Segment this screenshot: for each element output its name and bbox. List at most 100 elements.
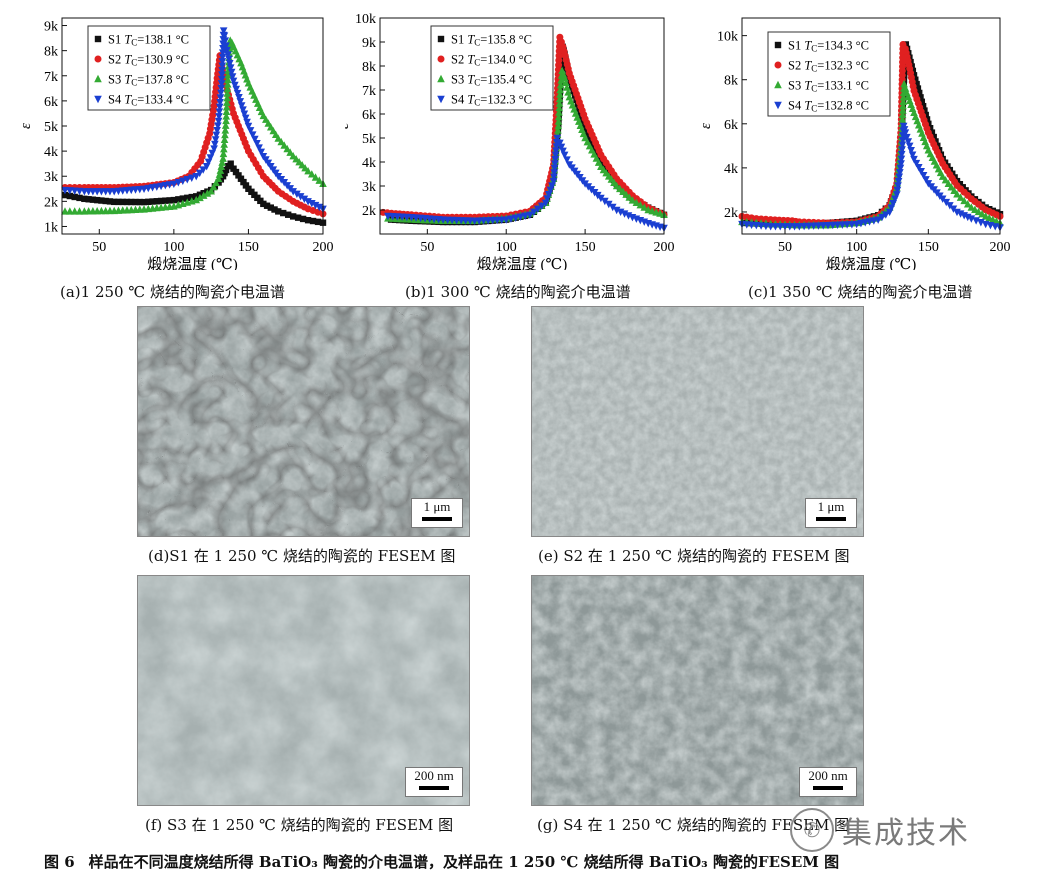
data-point <box>551 160 559 168</box>
data-point <box>215 103 224 112</box>
data-point <box>214 117 223 126</box>
data-point <box>916 89 923 97</box>
series-s4 <box>61 27 327 214</box>
sem-texture-s1 <box>138 307 469 536</box>
data-point <box>585 130 592 138</box>
data-point <box>289 213 297 220</box>
data-point <box>187 174 196 182</box>
data-point <box>89 196 97 203</box>
data-point <box>776 223 785 231</box>
data-point <box>771 223 780 231</box>
data-point <box>309 217 317 225</box>
data-point <box>785 223 794 231</box>
data-point <box>592 146 599 154</box>
scale-bar-g: 200 nm <box>799 767 857 797</box>
data-point <box>251 135 259 144</box>
scale-bar-label: 200 nm <box>414 768 454 783</box>
y-tick-label: 5k <box>362 132 376 147</box>
data-point <box>218 158 226 166</box>
x-tick-label: 100 <box>496 240 517 255</box>
data-point <box>819 222 828 230</box>
data-point <box>895 173 904 181</box>
data-point <box>226 64 235 72</box>
y-tick-label: 3k <box>362 180 376 195</box>
data-point <box>153 198 161 205</box>
data-point <box>561 78 570 86</box>
data-point <box>632 198 641 206</box>
data-point <box>140 198 148 206</box>
legend-entry: S3 TC=137.8 °C <box>108 73 189 88</box>
y-axis-label: ε <box>698 123 714 129</box>
data-point <box>893 191 901 199</box>
legend: S1 TC=134.3 °C S2 TC=132.3 °C S3 TC=133.1 … <box>767 31 891 117</box>
data-point <box>175 196 182 203</box>
data-point <box>597 194 605 203</box>
y-tick-label: 6k <box>724 118 738 133</box>
data-point <box>199 191 208 199</box>
plot-frame <box>379 17 665 235</box>
data-point <box>874 216 882 224</box>
data-point <box>908 151 917 159</box>
caption-d: (d)S1 在 1 250 ℃ 烧结的陶瓷的 FESEM 图 <box>148 547 456 565</box>
data-point <box>239 106 247 114</box>
data-point <box>271 206 278 213</box>
data-point <box>556 85 564 94</box>
data-point <box>899 97 908 105</box>
caption-b: (b)1 300 ℃ 烧结的陶瓷介电温谱 <box>405 283 631 301</box>
data-point <box>300 195 309 204</box>
data-point <box>766 223 775 231</box>
watermark-text: 集成技术 <box>842 816 970 851</box>
data-point <box>930 133 937 141</box>
data-point <box>207 187 215 195</box>
sem-image-s3: 200 nm <box>137 575 470 806</box>
sem-texture-s3 <box>138 576 469 805</box>
data-point <box>244 122 253 131</box>
data-point <box>232 85 241 94</box>
data-point <box>583 126 591 134</box>
data-point <box>219 27 228 35</box>
y-tick-label: 2k <box>724 206 738 221</box>
data-point <box>537 202 546 210</box>
data-point <box>219 149 228 158</box>
data-point <box>554 126 562 134</box>
data-point <box>166 197 173 204</box>
data-point <box>157 197 165 205</box>
chart-panel-b: 50 100 150 200 2k 3k 4k 5k 6k 7k 8k 9k 10k 煅烧温度 (℃) ε S… <box>336 0 690 290</box>
data-point <box>228 73 237 81</box>
legend-box <box>430 25 554 111</box>
data-point <box>223 84 232 93</box>
scale-bar-line <box>419 786 449 790</box>
data-point <box>898 110 907 119</box>
data-point <box>894 177 903 186</box>
scale-bar-f: 200 nm <box>405 767 463 797</box>
data-point <box>824 221 832 230</box>
data-point <box>555 103 564 112</box>
data-point <box>590 142 598 150</box>
data-point <box>85 196 92 203</box>
data-point <box>221 37 230 45</box>
legend-marker <box>774 80 782 89</box>
data-point <box>912 159 921 168</box>
data-point <box>898 146 906 154</box>
data-point <box>221 126 230 134</box>
data-point <box>221 130 229 139</box>
data-point <box>905 142 914 151</box>
data-point <box>221 121 230 129</box>
data-point <box>242 182 250 189</box>
data-point <box>223 98 231 106</box>
data-point <box>218 53 227 62</box>
data-point <box>224 71 232 79</box>
data-point <box>809 222 818 230</box>
data-point <box>848 221 856 229</box>
data-point <box>132 198 139 206</box>
scale-bar-line <box>422 517 452 521</box>
data-point <box>530 208 538 216</box>
data-point <box>870 217 878 225</box>
data-point <box>551 151 560 159</box>
data-point <box>211 140 219 149</box>
data-point <box>550 173 558 181</box>
data-point <box>516 213 525 221</box>
data-point <box>554 112 563 121</box>
data-point <box>215 108 224 116</box>
data-point <box>594 150 601 158</box>
